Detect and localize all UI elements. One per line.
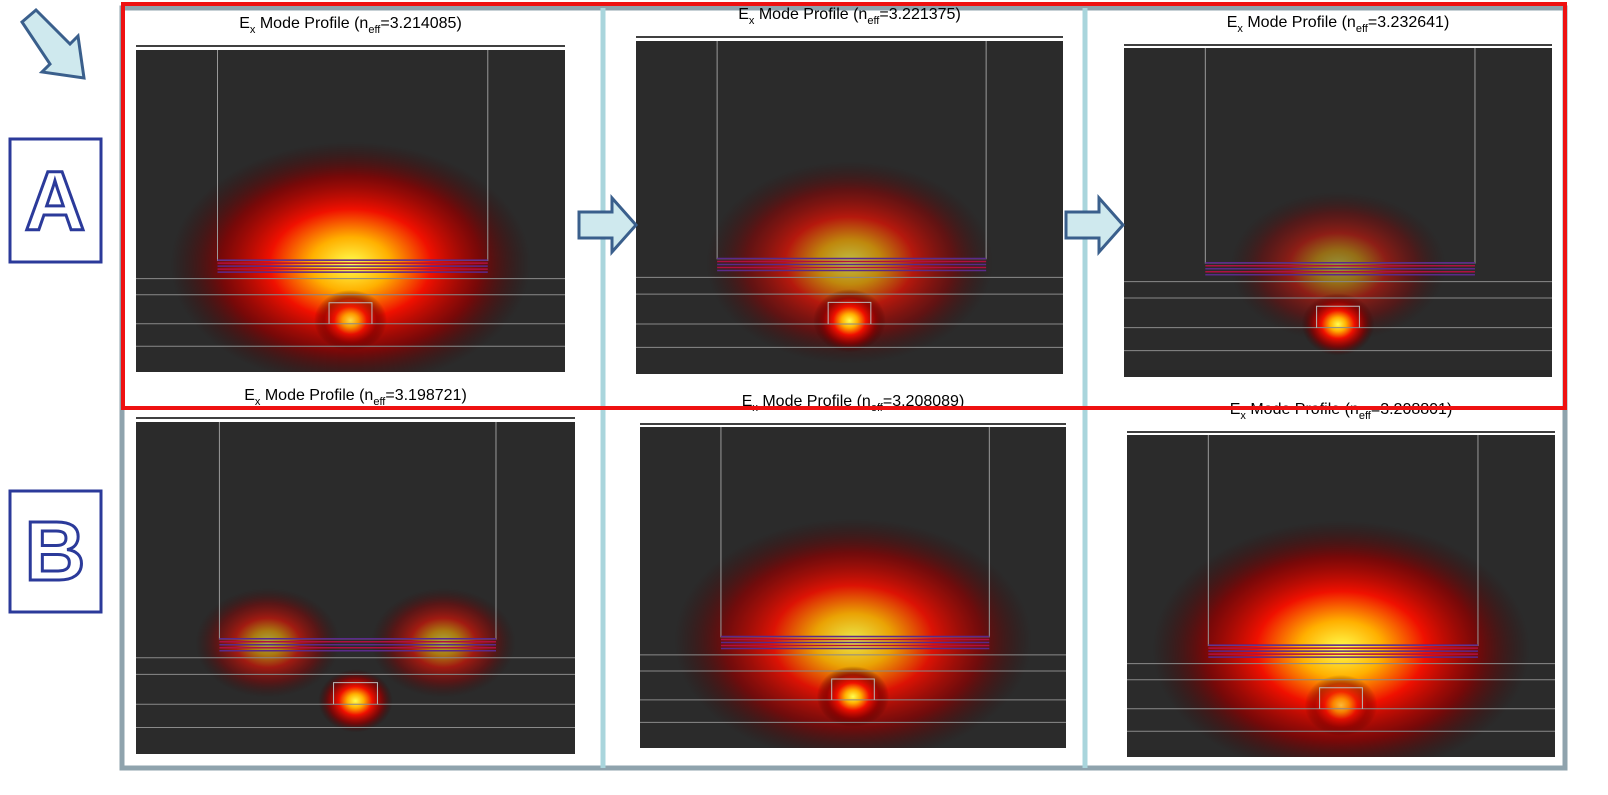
- panel-title: Ex Mode Profile (neff=3.221375): [738, 6, 961, 27]
- title-text: Mode Profile (n: [260, 387, 373, 404]
- panel-title: Ex Mode Profile (neff=3.214085): [239, 15, 462, 36]
- mode-spot: [817, 666, 889, 727]
- figure: Ex Mode Profile (neff=3.214085) Ex Mode P…: [0, 0, 1608, 795]
- title-text: =3.214085): [380, 15, 461, 32]
- mode-spot: [314, 290, 387, 351]
- mode-panel: Ex Mode Profile (neff=3.208089): [640, 393, 1066, 762]
- mode-panel: Ex Mode Profile (neff=3.232641): [1124, 14, 1552, 377]
- panel-title: Ex Mode Profile (neff=3.208089): [742, 393, 965, 414]
- field: [136, 420, 575, 754]
- row-label: B: [25, 504, 86, 598]
- panel-title: Ex Mode Profile (neff=3.208801): [1230, 401, 1453, 422]
- arrow: [579, 198, 636, 252]
- title-text: Mode Profile (n: [754, 6, 867, 23]
- title-text: =3.198721): [385, 387, 466, 404]
- mode-glow: [1152, 521, 1529, 778]
- mode-spot: [1305, 675, 1378, 736]
- arrow: [1066, 198, 1123, 252]
- diagonal-arrow: [22, 10, 84, 78]
- field: [1124, 46, 1552, 377]
- title-text: E: [239, 15, 250, 32]
- mode-spot: [813, 289, 886, 352]
- mode-panel: Ex Mode Profile (neff=3.221375): [636, 6, 1063, 374]
- mode-spot: [1302, 293, 1375, 356]
- title-text: =3.232641): [1368, 14, 1449, 31]
- field: [1127, 433, 1555, 778]
- field: [636, 39, 1063, 374]
- mode-glow: [371, 588, 516, 698]
- title-text: Mode Profile (n: [255, 15, 368, 32]
- subscript: eff: [1356, 23, 1369, 35]
- mode-panel: Ex Mode Profile (neff=3.208801): [1127, 401, 1555, 778]
- subscript: eff: [368, 24, 381, 36]
- title-text: E: [738, 6, 749, 23]
- panels: Ex Mode Profile (neff=3.214085) Ex Mode P…: [136, 6, 1555, 778]
- panel-title: Ex Mode Profile (neff=3.232641): [1227, 14, 1450, 35]
- subscript: eff: [1359, 410, 1372, 422]
- mode-glow: [195, 588, 340, 698]
- title-text: Mode Profile (n: [1243, 14, 1356, 31]
- field: [640, 425, 1066, 762]
- mode-spot: [318, 669, 393, 732]
- subscript: eff: [867, 15, 880, 27]
- panel-title: Ex Mode Profile (neff=3.198721): [244, 387, 467, 408]
- title-text: E: [244, 387, 255, 404]
- mode-panel: Ex Mode Profile (neff=3.214085): [136, 15, 565, 386]
- title-text: =3.221375): [879, 6, 960, 23]
- title-text: E: [1227, 14, 1238, 31]
- mode-panel: Ex Mode Profile (neff=3.198721): [136, 387, 575, 754]
- row-label: A: [25, 154, 86, 248]
- field: [136, 48, 565, 386]
